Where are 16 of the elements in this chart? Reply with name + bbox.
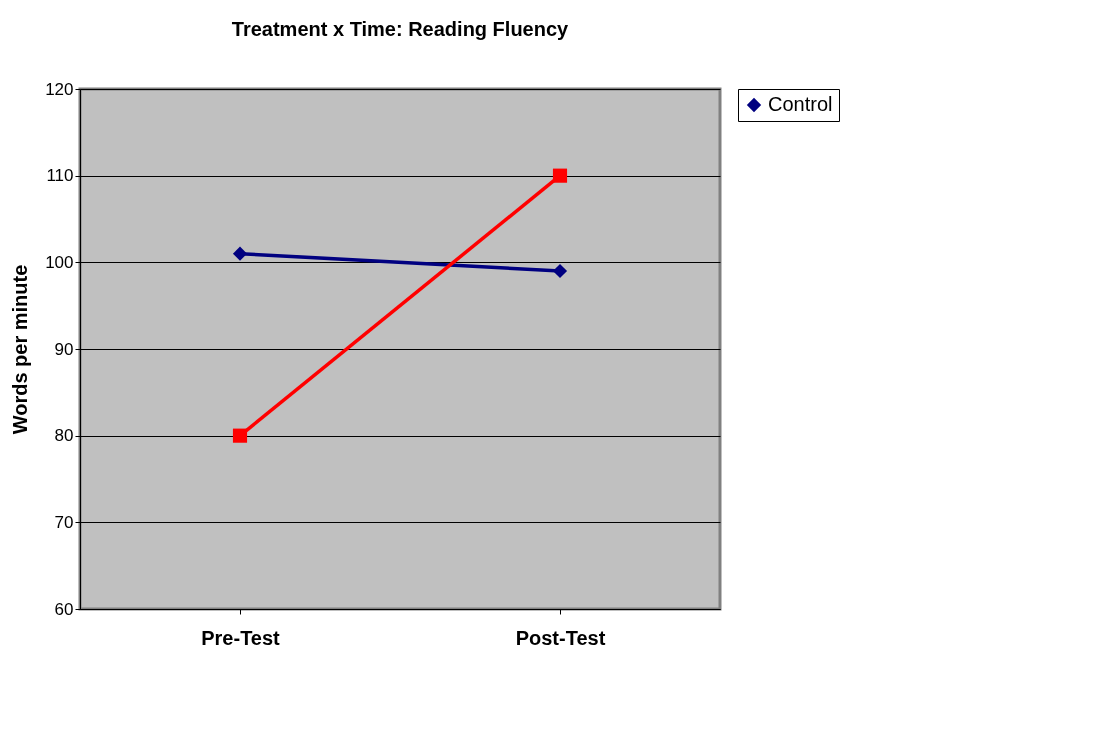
y-tick-label: 100 [45, 252, 74, 272]
x-tick-label: Post-Test [515, 626, 606, 649]
point [552, 263, 568, 279]
point [232, 428, 248, 443]
y-axis-title: Words per minute [9, 264, 32, 435]
point [552, 168, 568, 183]
chart-title: Treatment x Time: Reading Fluency [231, 18, 570, 40]
y-tick-label: 120 [45, 79, 74, 99]
y-tick-label: 90 [54, 339, 74, 359]
y-tick-label: 70 [54, 512, 74, 532]
legend-label: Control [768, 93, 833, 115]
x-tick-label: Pre-Test [201, 626, 281, 649]
point [232, 246, 248, 261]
y-tick-label: 60 [54, 599, 74, 619]
y-tick-label: 110 [46, 166, 74, 186]
y-tick-label: 80 [54, 426, 74, 446]
